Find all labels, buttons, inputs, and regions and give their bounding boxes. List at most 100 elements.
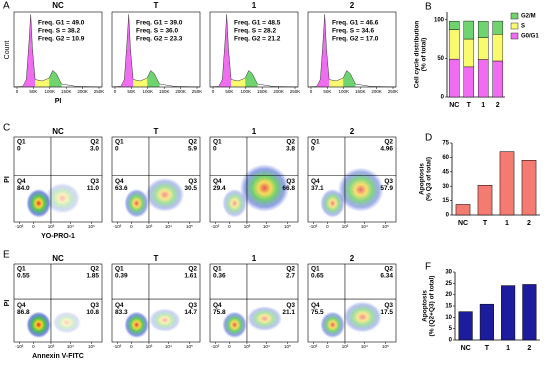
bar-segment — [477, 59, 489, 98]
bar — [499, 151, 515, 216]
quadrant-value: 6.34 — [380, 273, 393, 280]
x-tick-label: 10³ — [146, 224, 153, 229]
x-tick-label: 200K — [371, 89, 382, 94]
x-tick-label: 10⁴ — [361, 344, 368, 349]
quadrant-name: Q1 — [17, 266, 26, 273]
bar — [458, 311, 473, 341]
plot-title: 2 — [350, 127, 355, 136]
freq-label: Freq. G2 = 23.3 — [136, 36, 183, 43]
x-tick-label: 10³ — [48, 344, 55, 349]
quadrant-name: Q1 — [213, 139, 222, 146]
bar — [455, 204, 471, 216]
x-axis-label: PI — [55, 98, 62, 105]
g2-peak — [343, 70, 356, 87]
x-tick-label: 1 — [505, 220, 509, 227]
quadrant-name: Q4 — [213, 302, 222, 309]
bar-segment — [463, 20, 475, 40]
plot-title: 2 — [350, 254, 355, 263]
quadrant-value: 0 — [17, 146, 21, 153]
quadrant-value: 0.39 — [115, 273, 128, 280]
g2-peak — [147, 70, 160, 87]
x-tick-label: 1 — [506, 345, 510, 352]
y-tick-label: 25 — [445, 281, 452, 287]
plot-frame — [111, 263, 201, 343]
x-tick-label: 2 — [527, 345, 531, 352]
quadrant-name: Q2 — [286, 139, 295, 146]
quadrant-name: Q3 — [286, 302, 295, 309]
x-tick-label: 0 — [326, 344, 329, 349]
x-tick-label: NC — [458, 220, 468, 227]
density-cloud — [320, 188, 345, 218]
quadrant-value: 14.7 — [184, 309, 197, 316]
bar-segment — [448, 20, 460, 30]
quadrant-value: 11.0 — [87, 185, 100, 192]
x-tick-label: 1 — [481, 102, 485, 109]
histogram-outline — [307, 14, 397, 88]
x-tick-label: 10³ — [342, 224, 349, 229]
s-phase — [133, 78, 148, 87]
quadrant-value: 84.0 — [17, 185, 30, 192]
plot-frame — [209, 263, 299, 343]
quadrant-name: Q1 — [115, 266, 124, 273]
panel-label: A — [3, 1, 10, 12]
legend-swatch — [510, 12, 519, 20]
freq-label: Freq. G1 = 46.6 — [332, 20, 379, 27]
quadrant-name: Q1 — [213, 266, 222, 273]
x-tick-label: 0 — [326, 224, 329, 229]
y-axis-label: (% (Q2+Q3) of total) — [429, 276, 436, 337]
bar — [501, 285, 516, 341]
plot-title: NC — [52, 127, 64, 136]
quadrant-name: Q3 — [286, 178, 295, 185]
plot-title: 1 — [252, 1, 257, 10]
quadrant-name: Q4 — [17, 178, 26, 185]
histogram-outline — [13, 14, 103, 88]
quadrant-value: 0.55 — [17, 273, 30, 280]
bar-segment — [492, 60, 504, 98]
y-tick-label: 0 — [441, 95, 445, 101]
x-tick-label: 10⁴ — [165, 224, 172, 229]
x-tick-label: 10⁵ — [88, 224, 95, 229]
quadrant-name: Q4 — [115, 178, 124, 185]
x-tick-label: 0 — [212, 89, 215, 94]
quadrant-value: 0 — [311, 146, 315, 153]
y-axis-label: (% of total) — [421, 38, 428, 72]
s-phase — [329, 78, 344, 87]
legend-label: G2/M — [521, 14, 536, 20]
quadrant-name: Q4 — [17, 302, 26, 309]
quadrant-value: 5.9 — [188, 146, 197, 153]
y-tick-label: 30 — [445, 270, 452, 276]
bar — [522, 284, 537, 341]
histogram-outline — [111, 14, 201, 88]
plot-frame — [307, 263, 397, 343]
freq-label: Freq. S = 28.2 — [234, 28, 276, 35]
x-axis-label: Annexin V-FITC — [32, 353, 84, 360]
quadrant-value: 1.61 — [184, 273, 197, 280]
quadrant-name: Q2 — [90, 139, 99, 146]
freq-label: Freq. S = 34.6 — [332, 28, 374, 35]
x-tick-label: 250K — [388, 89, 399, 94]
x-tick-label: -10³ — [113, 344, 122, 349]
freq-label: Freq. G2 = 21.2 — [234, 36, 281, 43]
x-tick-label: T — [485, 345, 490, 352]
density-cloud — [239, 164, 290, 212]
legend-label: G0/G1 — [521, 34, 539, 40]
x-tick-label: 10⁵ — [284, 224, 291, 229]
quadrant-name: Q2 — [90, 266, 99, 273]
y-tick-label: 0 — [449, 338, 453, 344]
plot-frame — [209, 11, 299, 88]
quadrant-value: 75.8 — [213, 309, 226, 316]
density-cloud — [148, 308, 181, 332]
quadrant-value: 2.7 — [286, 273, 295, 280]
quadrant-value: 21.1 — [282, 309, 295, 316]
x-tick-label: 2 — [527, 220, 531, 227]
x-tick-label: T — [483, 220, 488, 227]
y-axis-label: Count — [4, 41, 11, 60]
x-tick-label: -10³ — [15, 224, 24, 229]
bar — [479, 303, 494, 341]
y-tick-label: 75 — [442, 141, 449, 147]
freq-label: Freq. G1 = 48.5 — [234, 20, 281, 27]
x-tick-label: 150K — [61, 89, 72, 94]
plot-title: NC — [52, 254, 64, 263]
quadrant-value: 3.0 — [90, 146, 99, 153]
